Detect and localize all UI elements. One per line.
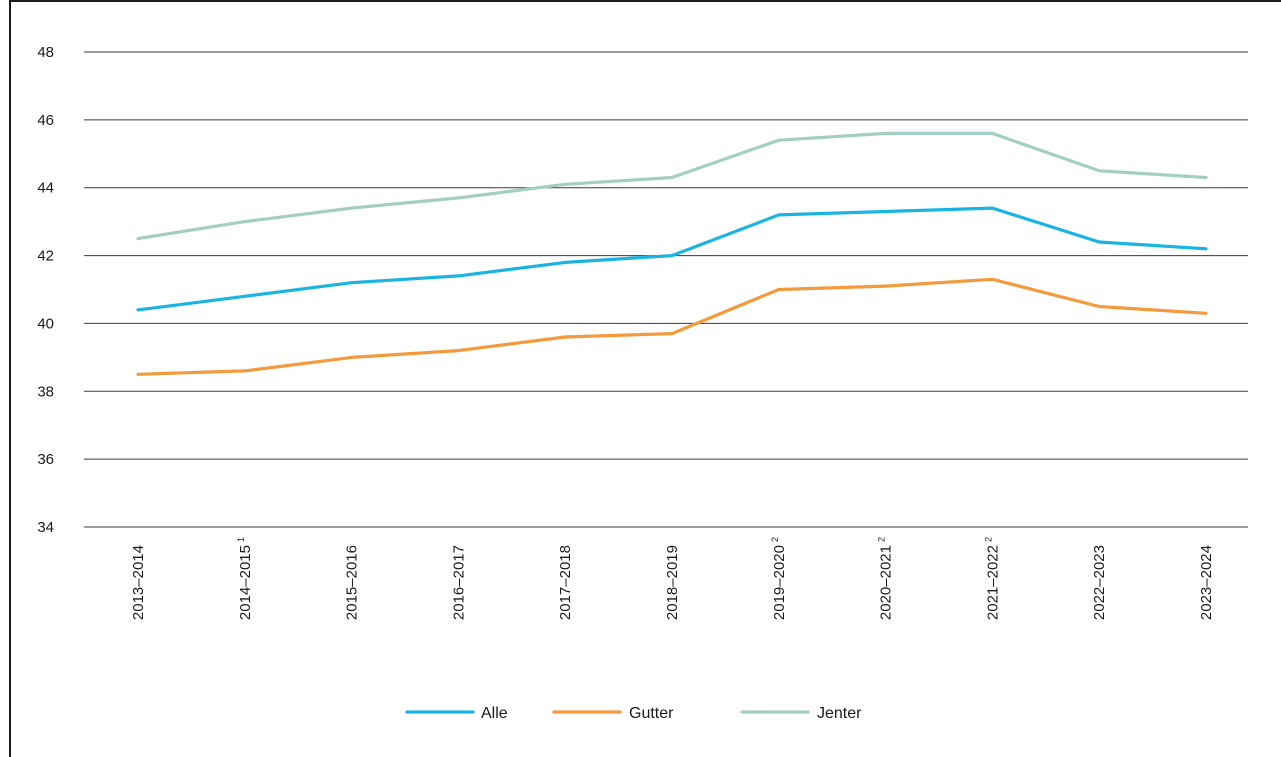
svg-text:2013–2014: 2013–2014 bbox=[130, 545, 147, 620]
svg-text:2020–2021: 2020–2021 bbox=[878, 545, 895, 620]
x-axis: 2013–2014 2014–2015 1 2015–2016 2016–2017 201… bbox=[130, 537, 1215, 620]
svg-text:2017–2018: 2017–2018 bbox=[557, 545, 574, 620]
frame-top-border bbox=[10, 0, 1281, 2]
svg-text:2018–2019: 2018–2019 bbox=[664, 545, 681, 620]
x-tick-label: 2023–2024 bbox=[1198, 545, 1215, 620]
x-tick-label: 2018–2019 bbox=[664, 545, 681, 620]
legend-label: Jenter bbox=[817, 705, 862, 722]
y-tick-label: 48 bbox=[37, 44, 54, 61]
x-tick-text: 2017–2018 bbox=[557, 545, 574, 620]
x-tick-text: 2014–2015 bbox=[237, 545, 254, 620]
frame-left-border bbox=[9, 0, 11, 757]
x-tick-superscript: 1 bbox=[236, 537, 246, 542]
x-tick-text: 2023–2024 bbox=[1198, 545, 1215, 620]
x-tick-label: 2016–2017 bbox=[450, 545, 467, 620]
x-tick-label: 2022–2023 bbox=[1091, 545, 1108, 620]
x-tick-text: 2020–2021 bbox=[878, 545, 895, 620]
x-tick-text: 2022–2023 bbox=[1091, 545, 1108, 620]
series-line-gutter bbox=[136, 277, 1208, 376]
svg-text:2016–2017: 2016–2017 bbox=[450, 545, 467, 620]
x-tick-superscript: 2 bbox=[770, 537, 780, 542]
y-tick-label: 44 bbox=[37, 180, 54, 197]
svg-text:2019–2020: 2019–2020 bbox=[771, 545, 788, 620]
y-axis: 34 36 38 40 42 44 46 48 bbox=[37, 44, 54, 536]
x-tick-label: 2017–2018 bbox=[557, 545, 574, 620]
y-tick-label: 46 bbox=[37, 112, 54, 129]
legend-item-gutter: Gutter bbox=[552, 705, 674, 722]
y-tick-label: 36 bbox=[37, 451, 54, 468]
y-tick-label: 38 bbox=[37, 383, 54, 400]
y-tick-label: 40 bbox=[37, 315, 54, 332]
x-tick-text: 2018–2019 bbox=[664, 545, 681, 620]
svg-text:2022–2023: 2022–2023 bbox=[1091, 545, 1108, 620]
x-tick-text: 2021–2022 bbox=[984, 545, 1001, 620]
gridlines bbox=[84, 51, 1248, 528]
x-tick-superscript: 2 bbox=[983, 537, 993, 542]
x-tick-label: 2019–2020 2 bbox=[770, 537, 788, 620]
x-tick-label: 2020–2021 2 bbox=[877, 537, 895, 620]
svg-text:2015–2016: 2015–2016 bbox=[344, 545, 361, 620]
x-tick-superscript: 2 bbox=[877, 537, 887, 542]
x-tick-label: 2015–2016 bbox=[344, 545, 361, 620]
svg-text:2014–2015: 2014–2015 bbox=[237, 545, 254, 620]
x-tick-label: 2021–2022 2 bbox=[983, 537, 1001, 620]
legend-item-jenter: Jenter bbox=[740, 705, 862, 722]
legend-label: Gutter bbox=[629, 705, 674, 722]
legend-item-alle: Alle bbox=[405, 705, 508, 722]
x-tick-label: 2013–2014 bbox=[130, 545, 147, 620]
x-tick-text: 2013–2014 bbox=[130, 545, 147, 620]
svg-text:2023–2024: 2023–2024 bbox=[1198, 545, 1215, 620]
series-lines bbox=[136, 131, 1208, 376]
series-line-alle bbox=[136, 206, 1208, 312]
x-tick-label: 2014–2015 1 bbox=[236, 537, 254, 620]
x-tick-text: 2015–2016 bbox=[344, 545, 361, 620]
series-line-jenter bbox=[136, 131, 1208, 241]
x-tick-text: 2016–2017 bbox=[450, 545, 467, 620]
legend: Alle Gutter Jenter bbox=[405, 705, 862, 722]
legend-label: Alle bbox=[481, 705, 508, 722]
y-tick-label: 34 bbox=[37, 519, 54, 536]
svg-text:2021–2022: 2021–2022 bbox=[984, 545, 1001, 620]
y-tick-label: 42 bbox=[37, 248, 54, 265]
x-tick-text: 2019–2020 bbox=[771, 545, 788, 620]
